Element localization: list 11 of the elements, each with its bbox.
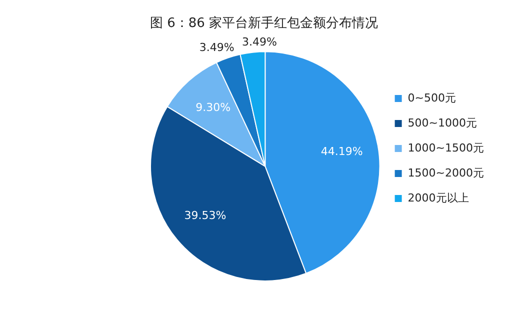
legend-label: 1000~1500元 [408,141,484,154]
chart-title: 图 6：86 家平台新手红包金额分布情况 [150,15,378,32]
data-label: 9.30% [196,101,231,114]
legend-label: 2000元以上 [408,191,469,204]
legend-label: 1500~2000元 [408,166,484,180]
legend-label: 500~1000元 [408,116,478,130]
data-label: 39.53% [184,209,226,222]
data-label: 3.49% [199,41,234,54]
legend-label: 0~500元 [408,91,456,104]
data-label: 3.49% [242,35,277,48]
data-label: 44.19% [320,145,363,158]
